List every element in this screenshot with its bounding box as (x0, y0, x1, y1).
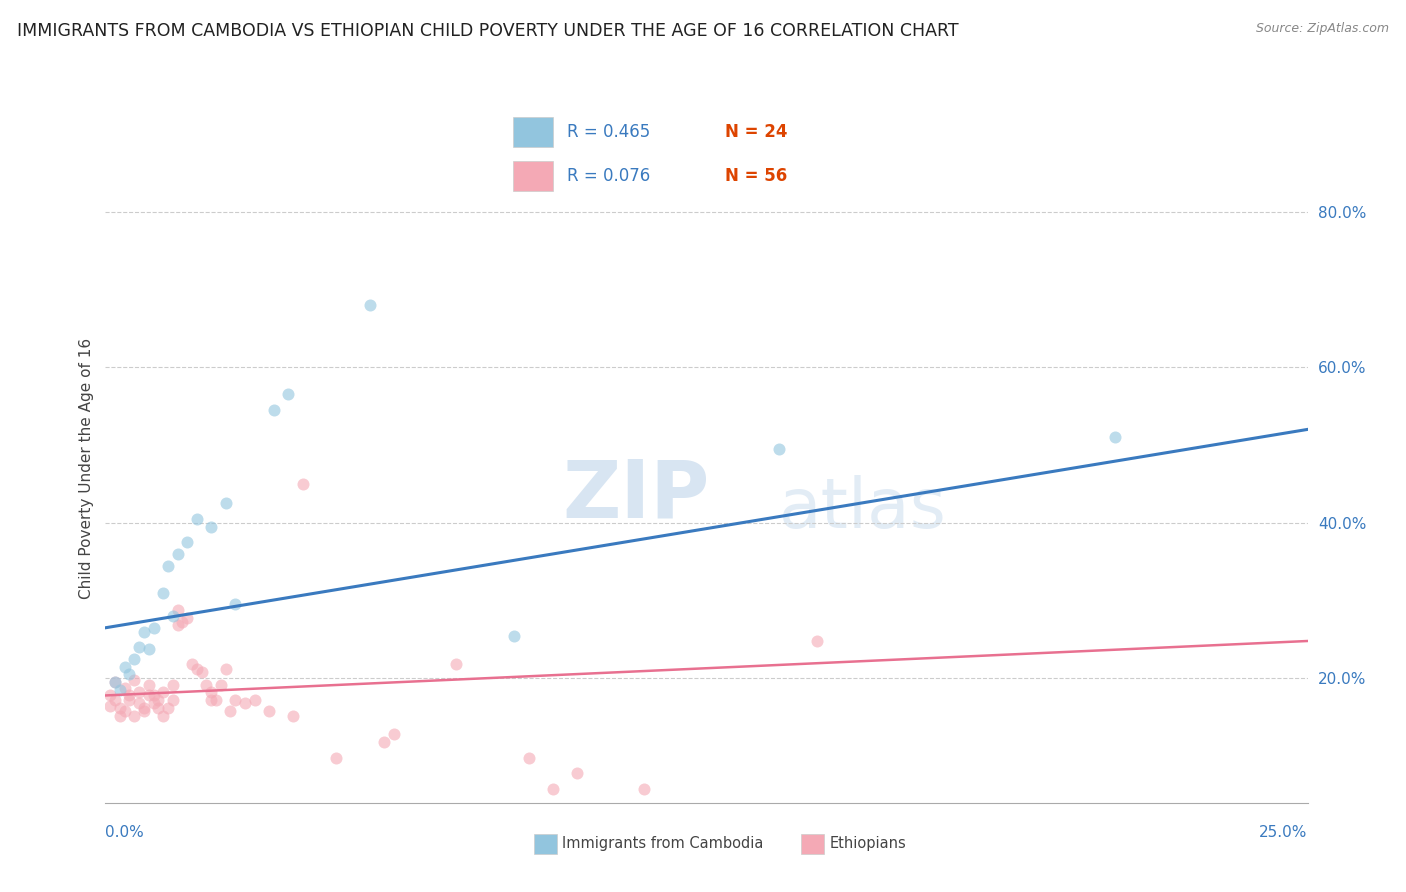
Point (104, 675, 127, 690)
Point (186, 662, 208, 676)
Point (190, 665, 212, 679)
Point (162, 693, 184, 707)
FancyBboxPatch shape (513, 118, 553, 147)
Point (152, 708, 174, 723)
Point (98, 698, 121, 713)
Text: IMMIGRANTS FROM CAMBODIA VS ETHIOPIAN CHILD POVERTY UNDER THE AGE OF 16 CORRELAT: IMMIGRANTS FROM CAMBODIA VS ETHIOPIAN CH… (17, 22, 959, 40)
Point (373, 735, 395, 749)
FancyBboxPatch shape (513, 161, 553, 191)
Point (325, 750, 347, 764)
Point (166, 547, 188, 561)
Text: ZIP: ZIP (562, 456, 710, 534)
Point (138, 641, 160, 656)
Text: R = 0.076: R = 0.076 (567, 168, 651, 186)
Point (243, 693, 266, 707)
Point (565, 766, 588, 780)
Point (224, 598, 246, 612)
Point (132, 704, 155, 718)
Point (108, 701, 131, 715)
Point (359, 298, 381, 312)
Y-axis label: Child Poverty Under the Age of 16: Child Poverty Under the Age of 16 (79, 338, 94, 599)
Point (148, 701, 170, 715)
Point (219, 704, 242, 718)
Point (142, 696, 165, 710)
Point (108, 708, 131, 723)
Point (195, 677, 218, 691)
Point (172, 615, 194, 630)
Point (118, 693, 141, 707)
Point (277, 387, 299, 401)
Point (114, 659, 136, 673)
Point (503, 628, 526, 642)
Point (291, 476, 314, 491)
Point (633, 781, 655, 796)
Point (124, 673, 146, 687)
Point (281, 708, 304, 723)
Text: N = 56: N = 56 (725, 168, 787, 186)
Point (214, 496, 236, 510)
Point (162, 609, 184, 624)
Point (200, 685, 222, 699)
Point (128, 696, 150, 710)
Point (98, 689, 121, 703)
Point (104, 675, 127, 690)
Point (200, 519, 222, 533)
Point (166, 618, 188, 632)
Point (104, 693, 127, 707)
Point (181, 657, 204, 672)
Point (1104, 430, 1126, 444)
Text: 25.0%: 25.0% (1260, 825, 1308, 840)
Point (114, 704, 136, 718)
Point (214, 662, 236, 676)
Text: N = 24: N = 24 (725, 123, 787, 141)
Point (142, 689, 165, 703)
Point (124, 708, 146, 723)
Point (257, 704, 280, 718)
Point (768, 442, 790, 456)
Point (186, 512, 208, 526)
Point (138, 689, 160, 703)
Point (108, 683, 131, 698)
Text: atlas: atlas (779, 475, 946, 542)
Point (541, 781, 564, 796)
Point (114, 681, 136, 695)
Text: R = 0.465: R = 0.465 (567, 123, 651, 141)
Point (118, 667, 141, 681)
Point (152, 685, 174, 699)
Text: Immigrants from Cambodia: Immigrants from Cambodia (562, 837, 763, 851)
Point (176, 535, 198, 549)
Text: 0.0%: 0.0% (105, 825, 145, 840)
Point (205, 693, 228, 707)
Text: Source: ZipAtlas.com: Source: ZipAtlas.com (1256, 22, 1389, 36)
Point (128, 640, 150, 655)
Point (128, 685, 150, 699)
Point (118, 689, 141, 703)
Point (176, 610, 198, 624)
Point (263, 403, 285, 417)
Point (382, 727, 405, 741)
Point (132, 701, 155, 715)
Point (152, 586, 174, 600)
Point (138, 677, 160, 691)
Point (156, 701, 179, 715)
Point (124, 652, 146, 666)
Point (132, 624, 155, 639)
Point (224, 693, 246, 707)
Text: Ethiopians: Ethiopians (830, 837, 907, 851)
Point (806, 634, 828, 648)
Point (200, 693, 222, 707)
Point (209, 677, 232, 691)
Point (156, 558, 179, 573)
Point (142, 621, 165, 635)
Point (446, 657, 468, 672)
Point (162, 677, 184, 691)
Point (517, 750, 540, 764)
Point (148, 693, 170, 707)
Point (233, 696, 256, 710)
Point (166, 603, 188, 617)
